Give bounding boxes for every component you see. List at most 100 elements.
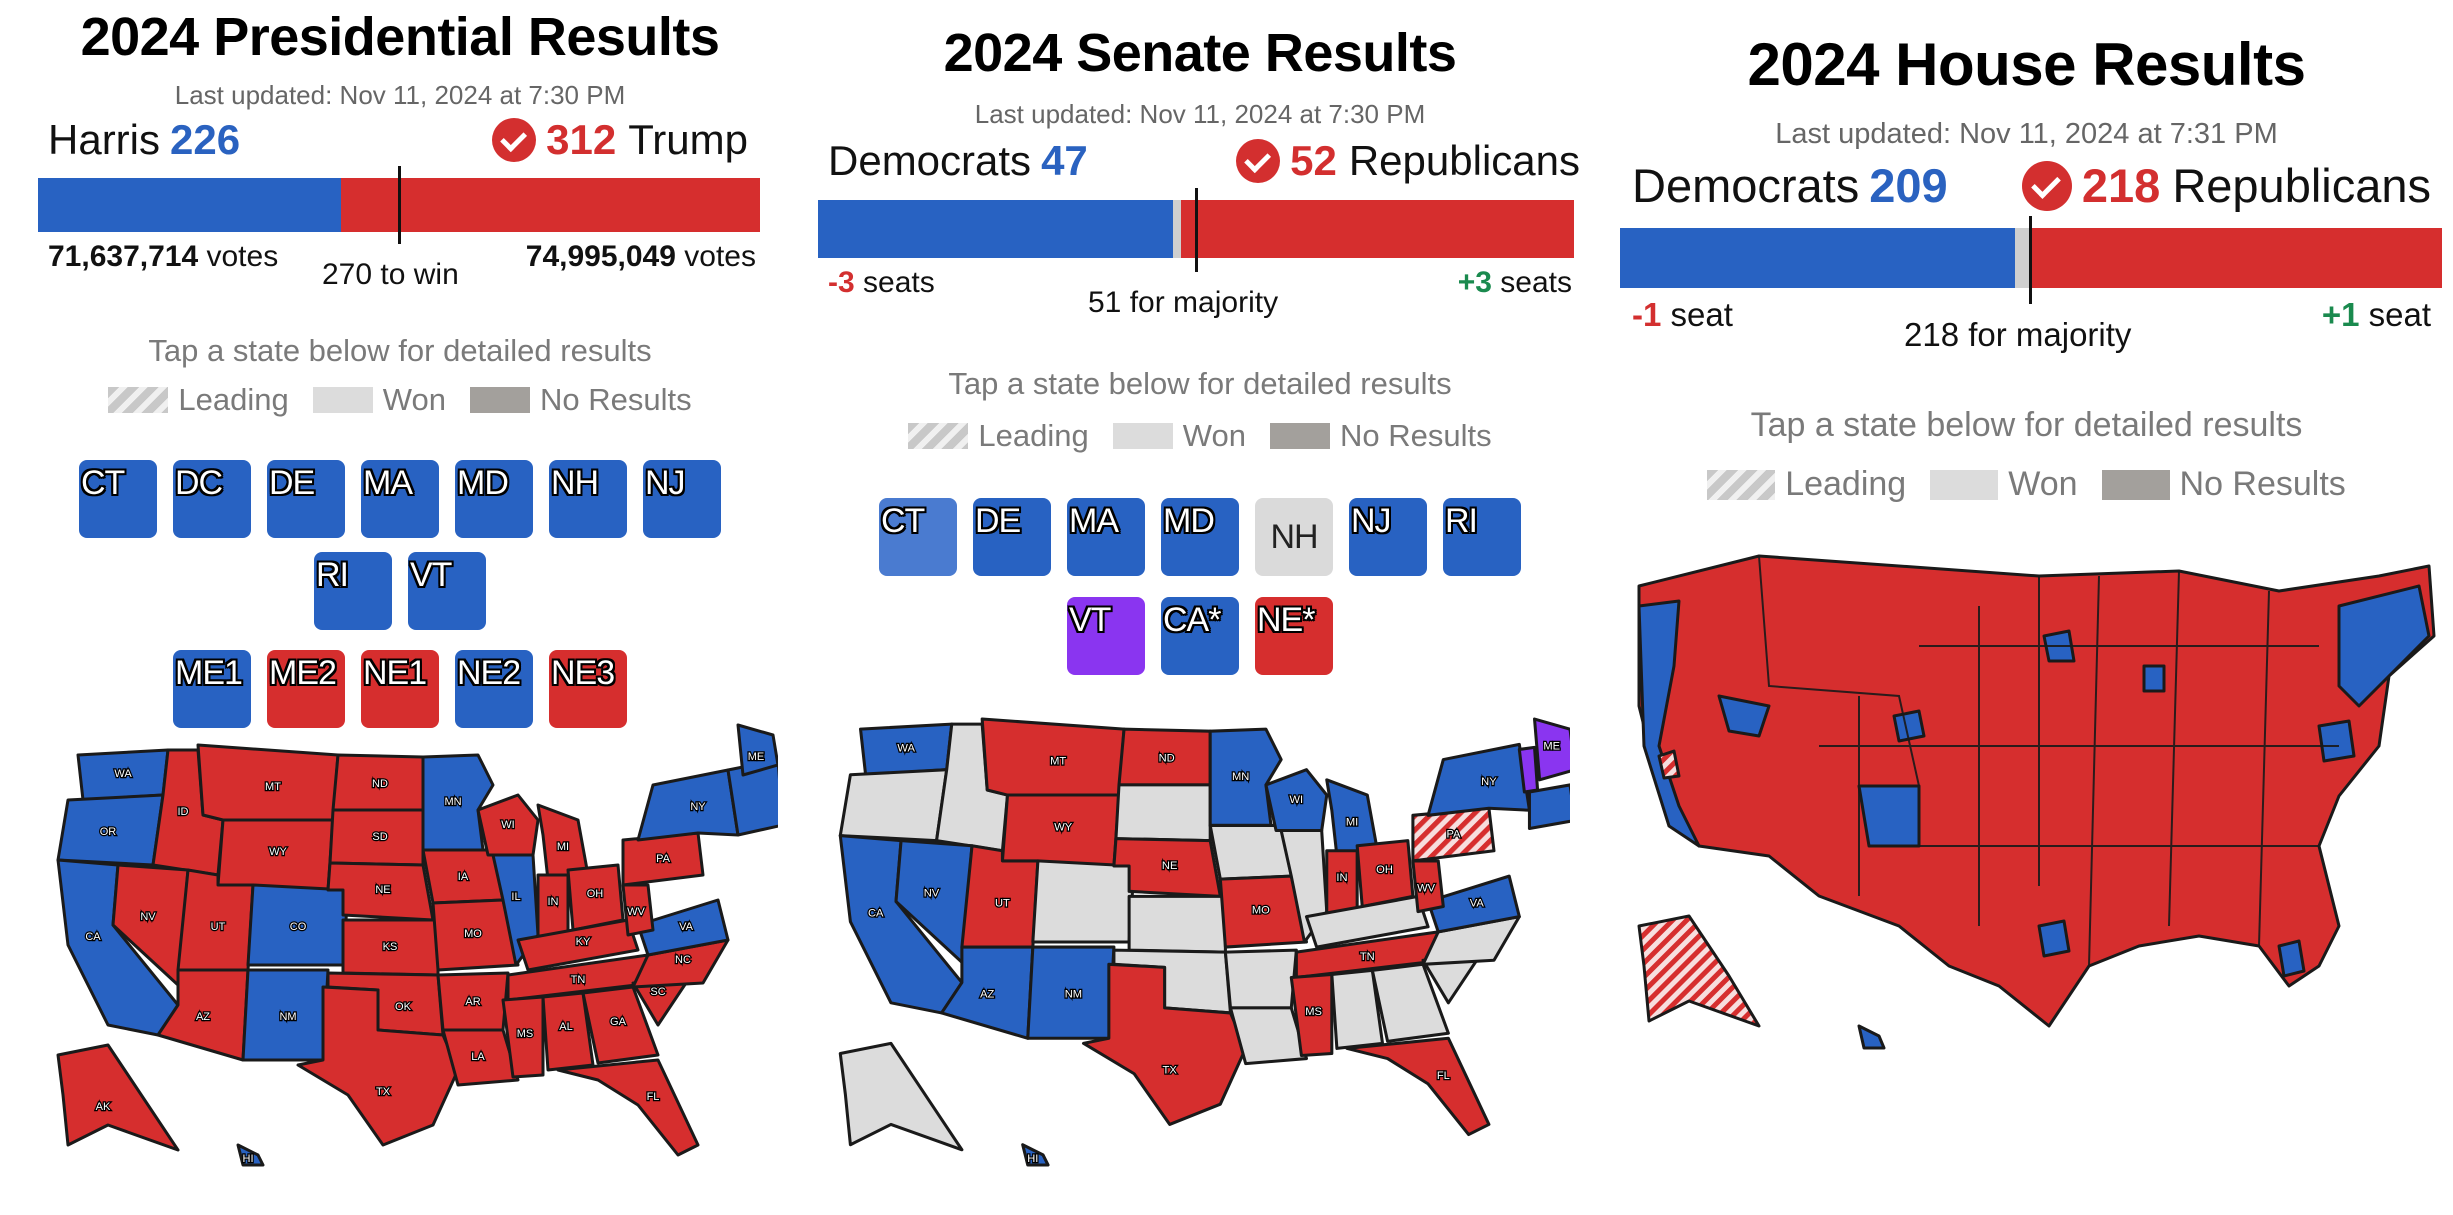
state-tile-vt[interactable]: VT [408,552,486,630]
party-republicans[interactable]: 52 Republicans [1236,137,1580,185]
map-label-tx: TX [376,1086,391,1098]
state-hi [1021,1143,1050,1167]
threshold-label: 51 for majority [1088,286,1279,319]
state-tile-vt[interactable]: VT [1067,597,1145,675]
party-name: Democrats [828,137,1032,184]
party-name: Democrats [1632,159,1860,212]
state-ut [176,868,255,972]
winner-check-icon [2021,160,2072,211]
map-label-il: IL [511,891,520,903]
dem-change: -1 seat [1632,296,1733,333]
map-label-mt: MT [1050,756,1066,768]
state-az [940,945,1035,1040]
state-tile-ri[interactable]: RI [1443,498,1521,576]
state-va [1426,874,1521,934]
state-tile-md[interactable]: MD [1161,498,1239,576]
leading-swatch [908,423,969,449]
state-tile-nj[interactable]: NJ [1349,498,1427,576]
winner-check-icon [492,118,537,162]
map-label-ut: UT [995,898,1010,910]
results-bar [38,178,760,232]
district-nv [1717,694,1771,738]
state-wi [1264,768,1329,833]
candidate-harris[interactable]: Harris 226 [48,116,240,164]
state-tx [296,985,460,1147]
map-label-co: CO [290,921,307,933]
state-tile-nj[interactable]: NJ [643,460,721,538]
dem-bar-segment [818,200,1174,258]
state-mo [1218,874,1309,949]
state-me [1533,717,1570,782]
senate-map[interactable]: WA CA NV MT WY UT AZ NM ND NE TX MN WI M… [820,712,1570,1172]
state-tile-me1[interactable]: ME1 [173,650,251,728]
state-tile-ne3[interactable]: NE3 [549,650,627,728]
map-label-wv: WV [627,906,645,918]
state-ga [1370,962,1450,1043]
map-label-ms: MS [517,1028,534,1040]
state-tile-ct[interactable]: CT [79,460,157,538]
map-label-az: AZ [980,989,994,1001]
state-tile-ct[interactable]: CT [879,498,957,576]
last-updated: Last updated: Nov 11, 2024 at 7:31 PM [1775,118,2278,150]
map-label-wa: WA [897,742,915,754]
state-tile-nh[interactable]: NH [1255,498,1333,576]
results-bar [818,200,1574,258]
state-ne [1112,837,1222,898]
seat-count: 218 [2081,159,2161,212]
leading-swatch [1707,469,1776,500]
dem-bar-segment [1620,228,2015,288]
legend-leading: Leading [908,418,1089,454]
state-tile-ma[interactable]: MA [1067,498,1145,576]
state-ky [1304,894,1430,949]
electoral-count: 226 [170,116,241,163]
map-label-ut: UT [211,921,226,933]
map-label-nm: NM [279,1011,296,1023]
district-il [2142,664,2166,693]
party-democrats[interactable]: Democrats 209 [1632,158,1948,213]
map-label-fl: FL [647,1091,660,1103]
tap-instruction: Tap a state below for detailed results [948,366,1452,401]
map-label-ne: NE [375,884,390,896]
state-ne [326,861,435,922]
ind-bar-segment [1173,200,1181,258]
state-tile-ma[interactable]: MA [361,460,439,538]
map-label-ms: MS [1305,1006,1322,1018]
small-state-tiles-row2: VT CA* NE* [800,597,1600,675]
last-updated: Last updated: Nov 11, 2024 at 7:30 PM [974,99,1426,129]
dem-bar-segment [38,178,342,232]
map-label-la: LA [471,1051,485,1063]
state-sd [1114,783,1212,843]
map-label-ny: NY [690,801,706,813]
state-tile-ne[interactable]: NE* [1255,597,1333,675]
state-ny [636,768,740,842]
map-label-ar: AR [465,996,480,1008]
house-map[interactable] [1616,546,2442,1066]
state-tile-dc[interactable]: DC [173,460,251,538]
legend: Leading Won No Results [800,418,1600,454]
map-label-fl: FL [1437,1070,1450,1082]
threshold-tick [2029,216,2032,304]
state-tile-ca[interactable]: CA* [1161,597,1239,675]
state-tile-md[interactable]: MD [455,460,533,538]
presidential-map[interactable]: WA OR CA ID NV MT WY UT AZ CO NM ND SD N… [38,720,778,1170]
map-label-wv: WV [1417,882,1436,894]
threshold-label: 218 for majority [1904,316,2132,353]
map-label-tn: TN [1360,951,1375,963]
state-tile-de[interactable]: DE [267,460,345,538]
state-ak [1637,914,1761,1028]
state-tile-de[interactable]: DE [973,498,1051,576]
state-tile-me2[interactable]: ME2 [267,650,345,728]
state-tile-ri[interactable]: RI [314,552,392,630]
map-label-in: IN [1336,872,1347,884]
party-republicans[interactable]: 218 Republicans [2021,158,2431,213]
map-label-va: VA [679,921,694,933]
leading-swatch [108,387,169,413]
tap-instruction: Tap a state below for detailed results [1750,406,2303,444]
candidate-trump[interactable]: 312 Trump [492,116,748,164]
party-democrats[interactable]: Democrats 47 [828,137,1088,185]
party-name: Republicans [1348,137,1580,184]
map-label-ak: AK [96,1101,111,1113]
state-tile-ne1[interactable]: NE1 [361,650,439,728]
state-tile-nh[interactable]: NH [549,460,627,538]
state-tile-ne2[interactable]: NE2 [455,650,533,728]
